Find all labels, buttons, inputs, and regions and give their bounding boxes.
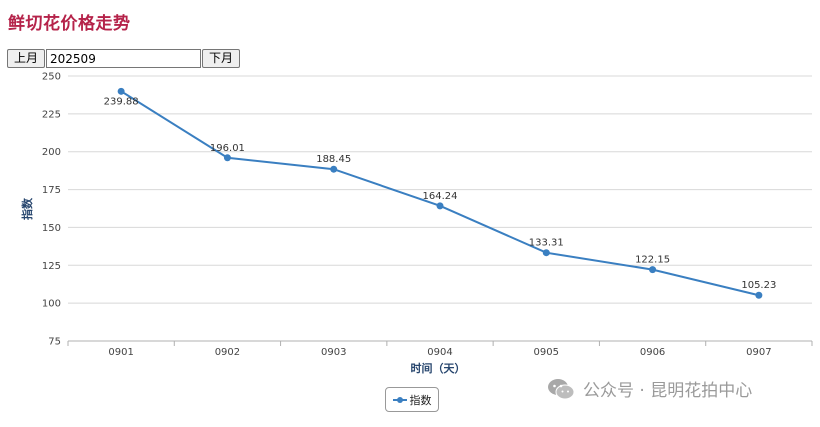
y-tick-label: 225	[42, 109, 61, 120]
wechat-icon	[548, 378, 575, 399]
x-axis-title: 时间（天）	[411, 361, 466, 375]
legend-label: 指数	[409, 393, 432, 407]
grid-lines	[68, 75, 812, 304]
data-point	[117, 87, 125, 95]
legend[interactable]: 指数	[385, 387, 439, 412]
next-month-button[interactable]: 下月	[202, 49, 241, 68]
data-point	[223, 154, 231, 162]
data-point	[542, 249, 550, 257]
month-input[interactable]	[46, 49, 202, 68]
x-tick-label: 0904	[427, 347, 452, 358]
y-tick-label: 175	[42, 185, 61, 196]
data-point	[330, 165, 338, 173]
data-label: 122.15	[635, 255, 670, 266]
y-axis-title: 指数	[20, 197, 34, 220]
prev-month-button[interactable]: 上月	[7, 49, 46, 68]
data-label: 164.24	[423, 191, 458, 202]
y-tick-labels: 75 100 125 150 175 200 225 250	[42, 72, 61, 348]
x-tick-label: 0905	[534, 347, 559, 358]
watermark-text: 公众号 · 昆明花拍中心	[583, 381, 753, 401]
x-tick-label: 0901	[108, 347, 133, 358]
y-tick-label: 150	[42, 223, 61, 234]
x-tick-label: 0902	[215, 347, 240, 358]
data-label: 105.23	[741, 280, 776, 291]
data-labels: 239.88 196.01 188.45 164.24 133.31 122.15 105.…	[104, 96, 777, 291]
series-line-layer	[117, 87, 763, 299]
y-tick-label: 200	[42, 147, 61, 158]
data-label: 196.01	[210, 143, 245, 154]
x-tick-label: 0903	[321, 347, 346, 358]
data-point	[436, 202, 444, 210]
data-label: 239.88	[104, 96, 139, 107]
data-point	[755, 291, 763, 299]
x-tick-labels: 0901 0902 0903 0904 0905 0906 0907	[108, 347, 771, 358]
data-label: 133.31	[529, 238, 564, 249]
x-tick-label: 0907	[746, 347, 771, 358]
y-tick-label: 250	[42, 72, 61, 83]
line-marker-icon	[392, 396, 407, 403]
data-label: 188.45	[316, 154, 351, 165]
month-navigator: 上月 下月	[7, 49, 241, 68]
x-tick-label: 0906	[640, 347, 665, 358]
page-title: 鲜切花价格走势	[8, 14, 131, 34]
axes	[67, 340, 813, 346]
y-tick-label: 75	[48, 337, 61, 348]
data-point	[649, 266, 657, 274]
y-tick-label: 125	[42, 261, 61, 272]
watermark: 公众号 · 昆明花拍中心	[547, 376, 752, 401]
y-tick-label: 100	[42, 299, 61, 310]
